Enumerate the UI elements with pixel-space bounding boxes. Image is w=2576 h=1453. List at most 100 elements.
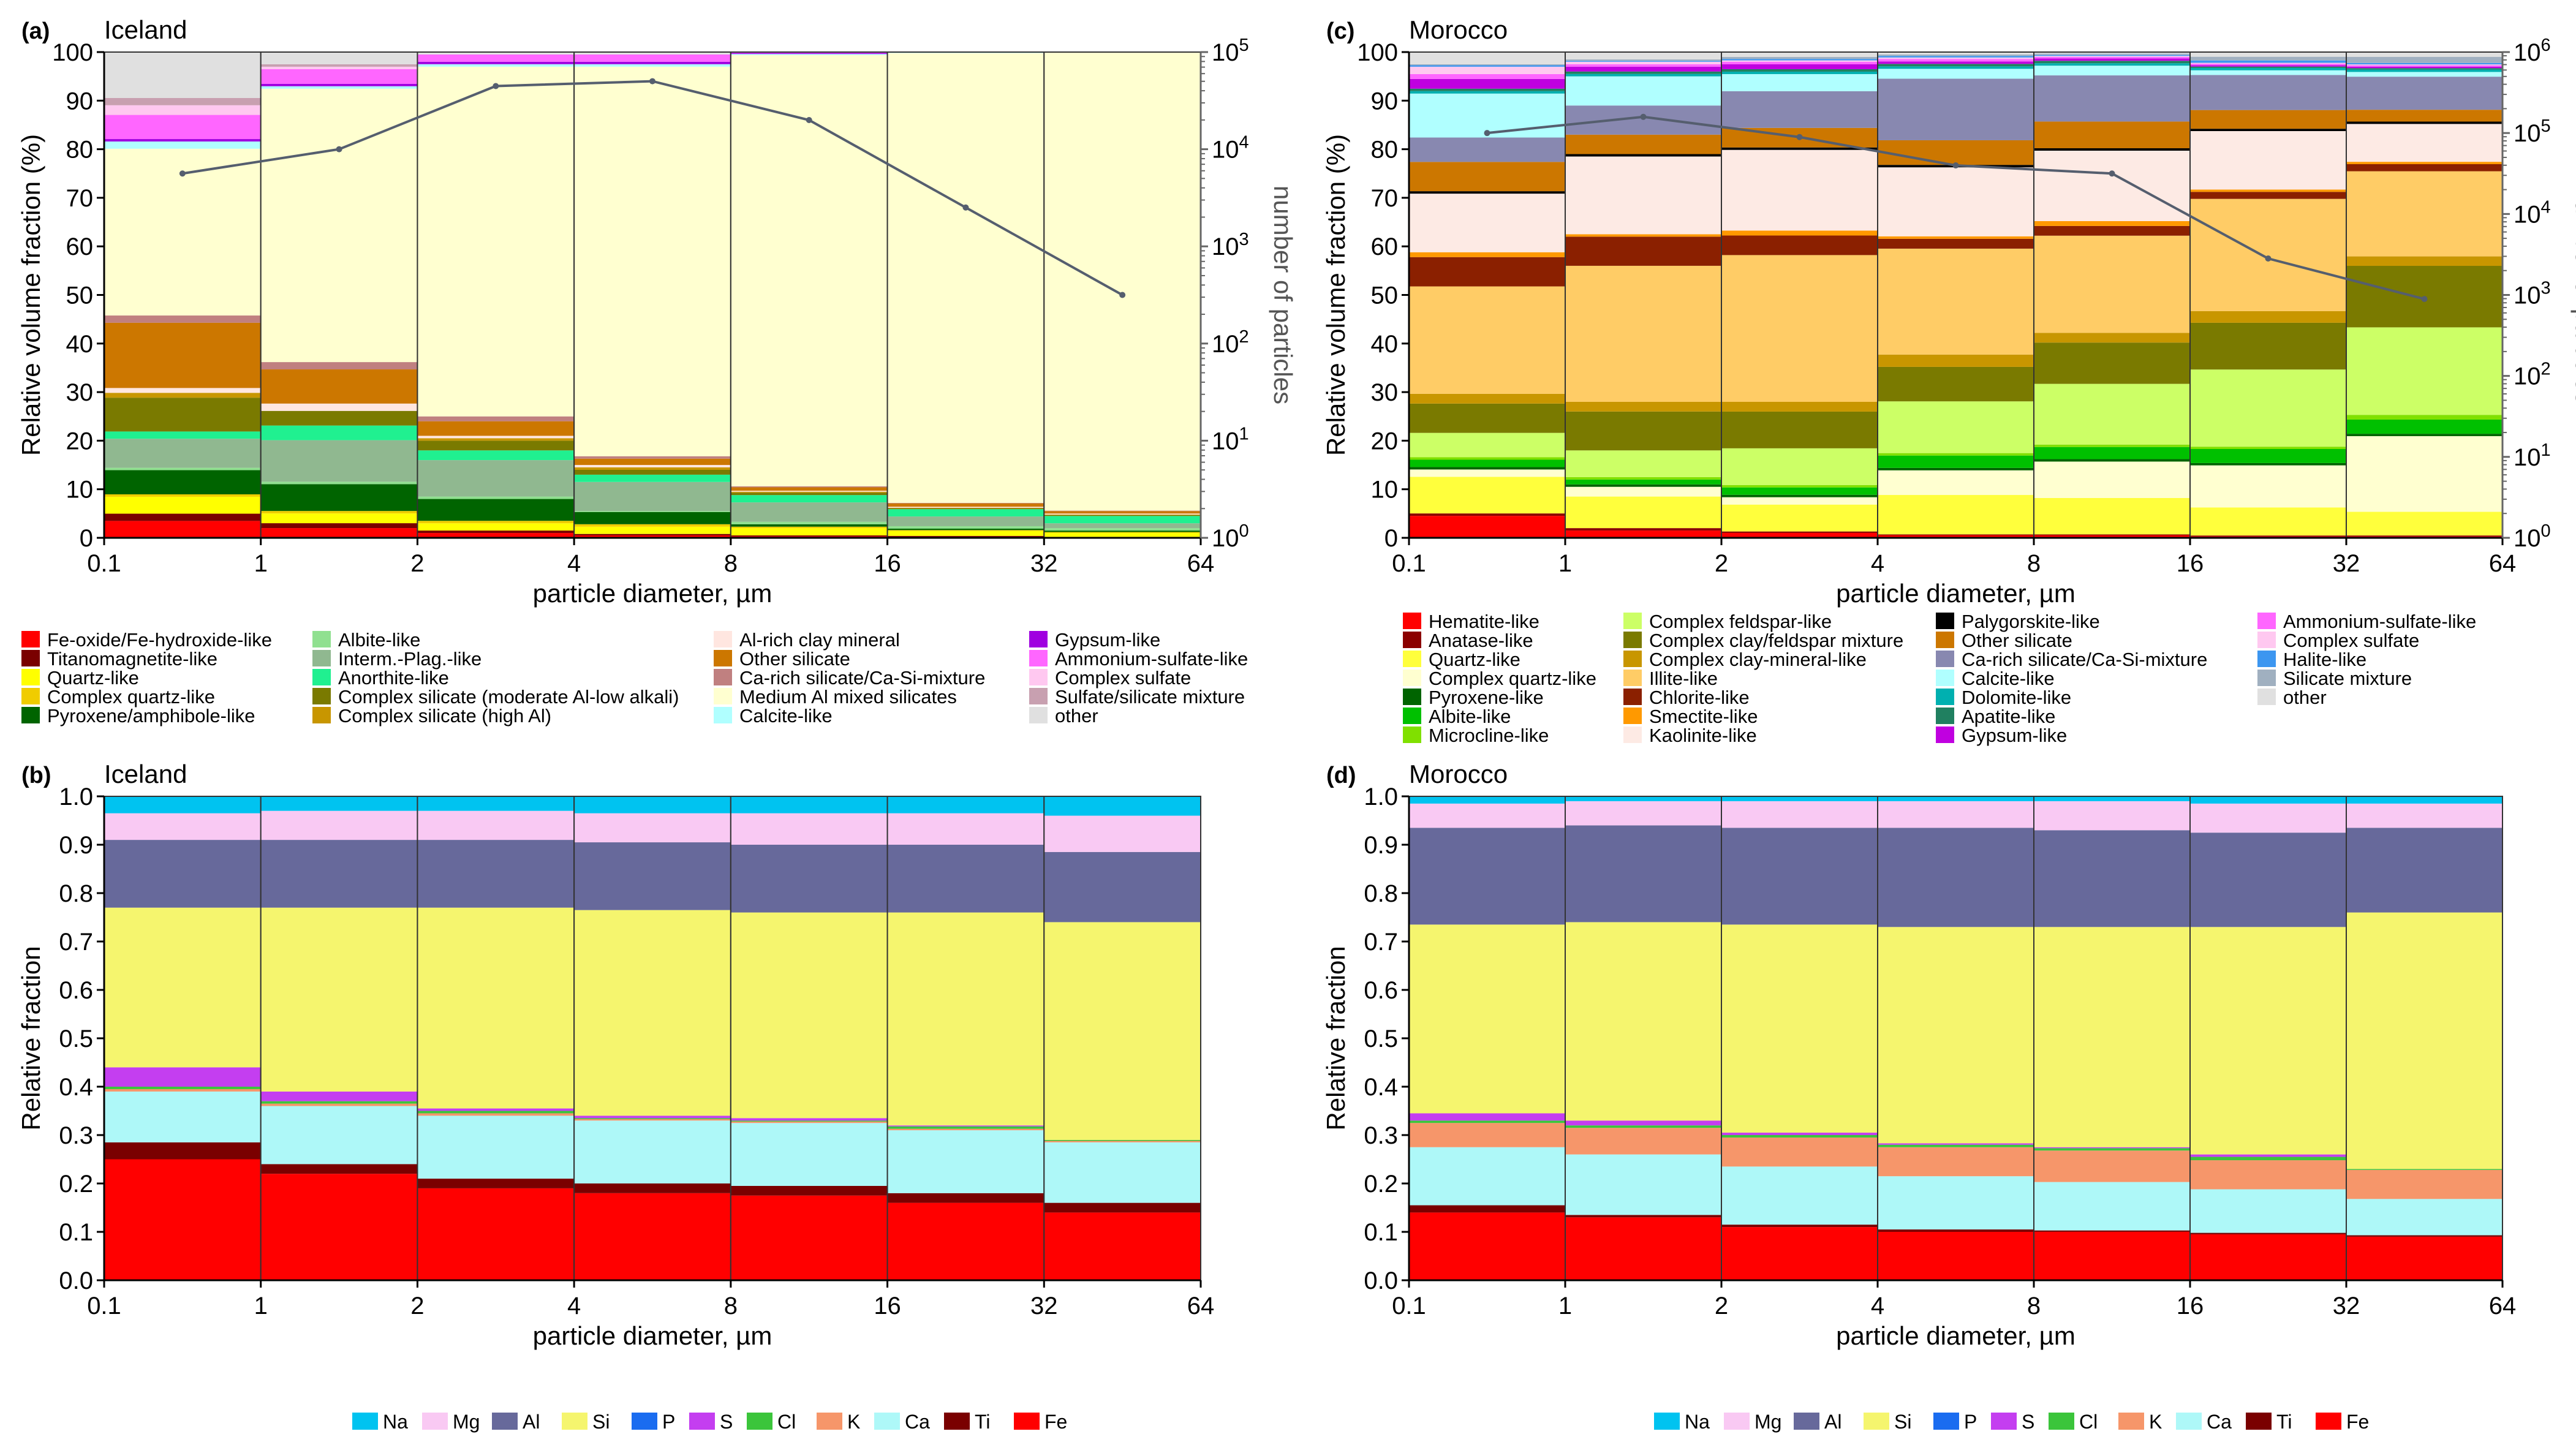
bar-segment xyxy=(260,66,418,69)
legend-label: Cl xyxy=(2079,1411,2098,1433)
legend-label: Titanomagnetite-like xyxy=(47,648,217,670)
bar-segment xyxy=(2190,927,2346,1155)
bar-segment xyxy=(1044,796,1201,816)
bar-segment xyxy=(574,469,731,475)
particle-count-point xyxy=(2421,296,2428,303)
y2-tick-label: 101 xyxy=(2514,440,2551,471)
legend-label: Silicate mixture xyxy=(2283,668,2412,689)
legend-label: Halite-like xyxy=(2283,649,2366,670)
y-axis-label: Relative fraction xyxy=(17,946,45,1130)
legend-swatch xyxy=(1029,669,1048,685)
bar-segment xyxy=(2034,534,2190,536)
bar-segment xyxy=(104,97,261,105)
bar-segment xyxy=(1878,354,2034,367)
bar-b-4 xyxy=(730,796,888,1281)
legend-label: Microcline-like xyxy=(1429,725,1549,746)
legend-swatch xyxy=(1029,631,1048,647)
bar-segment xyxy=(1409,137,1565,162)
legend-swatch xyxy=(747,1413,772,1430)
bar-segment xyxy=(887,1126,1044,1129)
bar-segment xyxy=(574,1118,731,1119)
bar-segment xyxy=(1409,191,1565,194)
bar-segment xyxy=(1565,1154,1721,1215)
legend-label: Ca xyxy=(2207,1411,2232,1433)
x-tick-label: 2 xyxy=(410,1293,424,1319)
bar-segment xyxy=(1721,235,1878,255)
bar-segment xyxy=(1565,1125,1721,1128)
bar-segment xyxy=(1721,1227,1878,1280)
bar-segment xyxy=(2346,419,2502,434)
bar-segment xyxy=(1044,1139,1201,1141)
bar-b-1 xyxy=(260,796,418,1281)
bar-segment xyxy=(1409,1205,1565,1213)
legend-swatch xyxy=(492,1413,518,1430)
y-tick-label: 70 xyxy=(66,185,94,212)
y-tick-label: 40 xyxy=(66,331,94,358)
legend-label: Ammonium-sulfate-like xyxy=(2283,611,2476,632)
bar-segment xyxy=(1565,52,1721,59)
y2-tick-label: 105 xyxy=(1212,36,1249,66)
bar-segment xyxy=(1409,88,1565,91)
bar-d-5 xyxy=(2189,796,2347,1281)
bar-segment xyxy=(2190,465,2346,508)
bar-segment xyxy=(2034,52,2190,54)
bar-segment xyxy=(2346,65,2502,67)
y-tick-label: 80 xyxy=(1371,137,1399,164)
legend-label: Interm.-Plag.-like xyxy=(338,648,482,670)
bar-segment xyxy=(1721,485,1878,488)
y-tick-label: 0.3 xyxy=(59,1122,93,1149)
bar-segment xyxy=(260,907,418,1092)
legend-swatch xyxy=(689,1413,715,1430)
bar-segment xyxy=(417,64,575,67)
y2-tick-label: 104 xyxy=(2514,197,2551,228)
bar-segment xyxy=(730,535,888,537)
legend-swatch xyxy=(944,1413,970,1430)
y-tick-label: 1.0 xyxy=(1364,783,1398,810)
bar-segment xyxy=(2346,1199,2502,1236)
bar-segment xyxy=(730,1120,888,1122)
bar-segment xyxy=(2190,803,2346,833)
bar-segment xyxy=(2034,1150,2190,1182)
bar-segment xyxy=(1565,401,1721,412)
y-tick-label: 0.7 xyxy=(59,929,93,956)
bar-segment xyxy=(1565,234,1721,237)
x-tick-label: 1 xyxy=(1558,1293,1572,1319)
legend-swatch xyxy=(1403,726,1421,743)
bar-segment xyxy=(104,470,261,494)
legend-label: Ca-rich silicate/Ca-Si-mixture xyxy=(739,667,985,689)
legend-label: other xyxy=(1055,705,1098,726)
bar-segment xyxy=(1409,194,1565,252)
bar-segment xyxy=(730,491,888,493)
legend-swatch xyxy=(1936,613,1954,629)
bar-segment xyxy=(2034,333,2190,343)
bar-segment xyxy=(574,796,731,813)
x-tick-label: 16 xyxy=(2177,550,2204,577)
bar-segment xyxy=(1565,479,1721,485)
legend-swatch xyxy=(1936,726,1954,743)
x-axis-label: particle diameter, µm xyxy=(1836,579,2076,608)
x-tick-label: 32 xyxy=(1030,1293,1058,1319)
legend-swatch xyxy=(1029,688,1048,704)
bar-segment xyxy=(1878,59,2034,62)
bar-segment xyxy=(1878,78,2034,140)
bar-segment xyxy=(1044,516,1201,524)
x-tick-label: 4 xyxy=(1871,550,1884,577)
bar-segment xyxy=(2034,1148,2190,1151)
bar-segment xyxy=(2346,912,2502,1169)
panel-c: 0 10 20 30 40 50 60 70 80 90 100 0.1 1 2 4 8 16 32 64 parti… xyxy=(1321,15,2576,608)
legend-label: Ammonium-sulfate-like xyxy=(1055,648,1248,670)
bar-segment xyxy=(1409,252,1565,257)
bar-segment xyxy=(1878,1176,2034,1230)
bar-segment xyxy=(2190,65,2346,67)
bar-segment xyxy=(574,511,731,524)
bar-b-0 xyxy=(104,796,262,1281)
bar-segment xyxy=(1409,257,1565,287)
bar-segment xyxy=(1409,516,1565,538)
legend-label: Fe xyxy=(2346,1411,2369,1433)
bar-segment xyxy=(2190,70,2346,75)
x-tick-label: 0.1 xyxy=(1392,1293,1426,1319)
bar-segment xyxy=(260,1106,418,1164)
bar-segment xyxy=(574,524,731,527)
legend-d: Na Mg Al Si P S Cl K Ca Ti Fe xyxy=(1654,1411,2369,1433)
